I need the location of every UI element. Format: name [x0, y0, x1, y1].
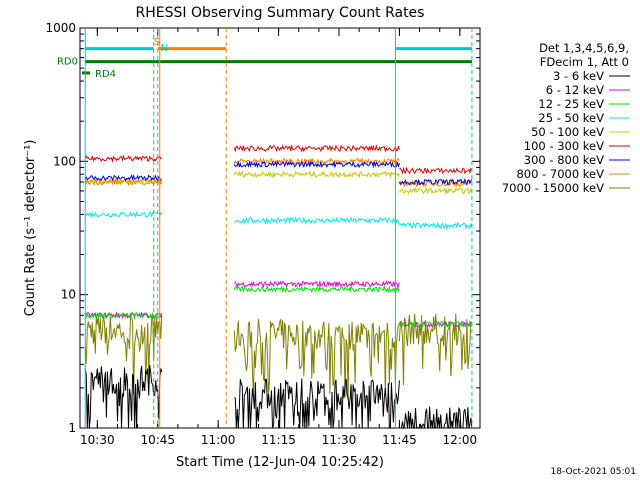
x-tick-label: 11:15: [261, 433, 296, 447]
x-tick-label: 11:00: [201, 433, 236, 447]
series-line: [398, 177, 473, 186]
legend-label: 100 - 300 keV: [524, 139, 604, 153]
series-line: [399, 166, 473, 175]
series-line: [233, 319, 400, 400]
series-line: [234, 216, 400, 225]
data-series: [84, 144, 473, 430]
series-line: [234, 280, 400, 289]
legend-label: 7000 - 15000 keV: [502, 181, 604, 195]
series-line: [84, 177, 163, 187]
series-line: [84, 313, 163, 395]
x-axis-label: Start Time (12-Jun-04 10:25:42): [176, 455, 384, 470]
x-tick-label: 12:00: [443, 433, 478, 447]
plot-frame: [79, 27, 481, 429]
legend-label: 25 - 50 keV: [538, 111, 604, 125]
series-line: [234, 378, 400, 429]
y-tick-label: 10: [61, 288, 76, 302]
series-line: [399, 406, 473, 430]
x-tick-label: 10:30: [80, 433, 115, 447]
series-line: [398, 221, 473, 230]
series-line: [398, 313, 473, 386]
series-line: [233, 144, 400, 153]
legend-label: 3 - 6 keV: [553, 69, 604, 83]
series-line: [399, 319, 473, 329]
y-tick-label: 1000: [45, 21, 76, 35]
x-tick-label: 11:30: [322, 433, 357, 447]
footer-date: 18-Oct-2021 05:01: [551, 467, 636, 477]
legend-header-1: Det 1,3,4,5,6,9,: [539, 41, 629, 55]
legend-label: 6 - 12 keV: [546, 83, 604, 97]
legend-label: 300 - 800 keV: [524, 153, 604, 167]
axis-ticks: 10:30 10:45 11:00 11:15 11:30 11:45 12:00 1 10 10…: [45, 21, 481, 447]
legend: Det 1,3,4,5,6,9, FDecim 1, Att 0 3 - 6 k…: [502, 41, 630, 195]
y-axis-label: Count Rate (s⁻¹ detector⁻¹): [23, 140, 38, 317]
series-line: [233, 160, 400, 169]
series-line: [233, 284, 400, 294]
series-line: [84, 365, 163, 429]
legend-label: 12 - 25 keV: [538, 97, 604, 111]
series-line: [233, 170, 400, 179]
legend-label: 50 - 100 keV: [531, 125, 604, 139]
annotations: RD0 RD4 SN: [57, 28, 473, 428]
legend-label: 800 - 7000 keV: [516, 167, 604, 181]
rd0-label: RD0: [57, 57, 78, 68]
series-line: [398, 320, 473, 329]
x-tick-label: 10:45: [140, 433, 175, 447]
series-line: [399, 179, 473, 189]
legend-header-2: FDecim 1, Att 0: [540, 55, 629, 69]
chart-title: RHESSI Observing Summary Count Rates: [136, 5, 425, 21]
series-line: [84, 174, 162, 182]
rd4-label: RD4: [95, 69, 116, 80]
n-marker: N: [161, 43, 168, 54]
y-tick-label: 1: [68, 421, 76, 435]
series-line: [398, 186, 473, 195]
x-tick-label: 11:45: [382, 433, 417, 447]
s-marker: S: [154, 37, 160, 48]
y-tick-label: 100: [53, 154, 76, 168]
series-line: [85, 311, 163, 320]
series-line: [84, 154, 163, 163]
series-line: [84, 210, 163, 219]
